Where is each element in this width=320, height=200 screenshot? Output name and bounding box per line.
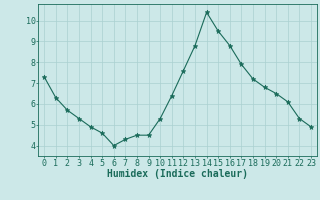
X-axis label: Humidex (Indice chaleur): Humidex (Indice chaleur) xyxy=(107,169,248,179)
